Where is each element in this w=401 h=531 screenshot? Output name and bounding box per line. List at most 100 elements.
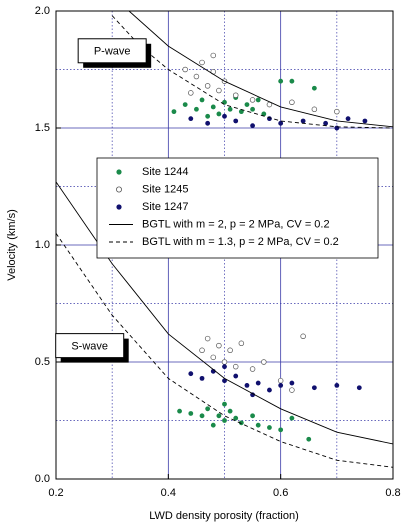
point (188, 371, 194, 377)
point (210, 52, 217, 59)
point (199, 59, 205, 66)
annotation: P-wave (94, 46, 131, 58)
point (255, 97, 261, 103)
model-curve (56, 15, 393, 468)
point (334, 108, 340, 115)
y-tick-label: 1.0 (35, 239, 50, 251)
point (204, 83, 211, 89)
point (323, 120, 328, 126)
point (334, 383, 340, 388)
legend-label: Site 1244 (142, 166, 188, 178)
point (334, 125, 340, 131)
point (210, 422, 216, 428)
point (261, 359, 267, 365)
point (289, 99, 295, 106)
y-axis-label: Velocity (km/s) (6, 209, 18, 281)
point (356, 385, 362, 391)
point (216, 413, 222, 419)
point (199, 375, 205, 381)
point (277, 377, 284, 384)
point (227, 106, 233, 112)
x-axis-label: LWD density porosity (fraction) (149, 510, 299, 522)
point (177, 408, 182, 414)
point (289, 387, 295, 393)
point (250, 413, 255, 419)
point (233, 373, 239, 379)
point (222, 401, 227, 407)
legend-marker (116, 186, 123, 193)
x-tick-label: 0.6 (273, 487, 288, 499)
point (278, 78, 284, 84)
point (233, 118, 239, 124)
point (250, 106, 255, 112)
point (250, 392, 255, 398)
point (289, 78, 295, 84)
y-tick-label: 0.5 (35, 356, 50, 368)
annotation: S-wave (71, 341, 108, 353)
point (221, 359, 228, 365)
point (216, 342, 222, 349)
point (311, 106, 318, 113)
point (238, 340, 245, 347)
point (267, 387, 272, 393)
point (267, 425, 272, 430)
point (182, 66, 188, 73)
point (188, 90, 194, 96)
point (233, 415, 239, 421)
point (216, 111, 222, 117)
point (199, 413, 205, 419)
point (227, 408, 233, 414)
point (249, 97, 256, 103)
model-curve (56, 11, 393, 445)
point (278, 427, 284, 433)
legend-label: BGTL with m = 2, p = 2 MPa, CV = 0.2 (142, 218, 330, 230)
point (244, 102, 250, 107)
point (210, 354, 217, 361)
legend-label: Site 1247 (142, 201, 188, 213)
point (204, 335, 211, 342)
point (205, 120, 211, 126)
y-tick-label: 1.5 (35, 122, 50, 134)
point (232, 363, 239, 370)
y-tick-label: 0.0 (35, 473, 50, 485)
point (306, 436, 312, 442)
point (205, 113, 211, 119)
annotation-box (77, 38, 147, 64)
point (182, 102, 188, 107)
point (278, 120, 284, 126)
point (278, 383, 284, 388)
point (362, 118, 368, 124)
legend-label: BGTL with m = 1.3, p = 2 MPa, CV = 0.2 (142, 236, 339, 248)
legend-marker (116, 169, 122, 175)
point (244, 383, 250, 388)
x-tick-label: 0.8 (385, 487, 400, 499)
point (199, 347, 205, 354)
point (188, 411, 194, 416)
point (249, 366, 256, 372)
legend-marker (116, 204, 122, 210)
point (255, 422, 261, 428)
point (300, 333, 306, 340)
point (261, 111, 267, 117)
point (222, 364, 227, 370)
point (188, 116, 194, 122)
point (222, 113, 227, 119)
point (194, 106, 199, 112)
point (289, 380, 295, 386)
point (289, 415, 295, 421)
point (250, 123, 255, 129)
y-tick-label: 2.0 (35, 5, 50, 17)
point (232, 92, 239, 98)
point (238, 420, 244, 426)
point (210, 104, 216, 110)
x-tick-label: 0.2 (48, 487, 63, 499)
point (199, 97, 205, 103)
point (311, 385, 317, 391)
point (193, 73, 200, 80)
plot-area (56, 11, 393, 468)
x-tick-label: 0.4 (161, 487, 176, 499)
point (238, 109, 244, 115)
point (345, 116, 351, 122)
plot-frame (55, 10, 394, 480)
